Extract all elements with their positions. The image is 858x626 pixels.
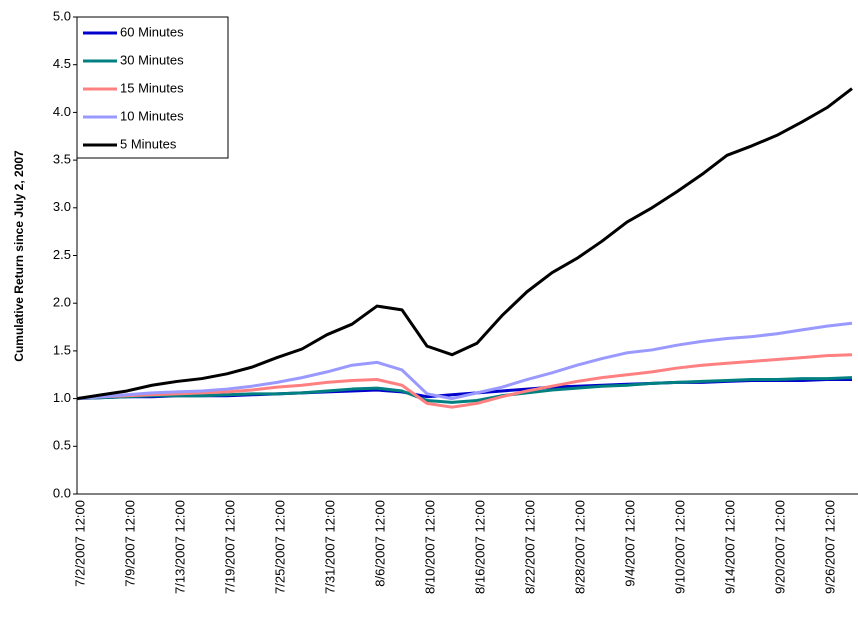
x-tick-label: 7/13/2007 12:00 [172, 500, 187, 594]
x-tick-label: 9/20/2007 12:00 [772, 500, 787, 594]
x-tick-label: 8/22/2007 12:00 [522, 500, 537, 594]
x-tick-label: 7/31/2007 12:00 [322, 500, 337, 594]
y-tick-label: 0.0 [53, 485, 71, 500]
x-tick-label: 9/14/2007 12:00 [722, 500, 737, 594]
x-tick-label: 8/6/2007 12:00 [372, 500, 387, 587]
x-tick-label: 8/28/2007 12:00 [572, 500, 587, 594]
y-tick-label: 2.5 [53, 247, 71, 262]
y-tick-label: 2.0 [53, 295, 71, 310]
x-tick-label: 7/25/2007 12:00 [272, 500, 287, 594]
series-line [76, 376, 853, 404]
x-tick-label: 7/9/2007 12:00 [122, 500, 137, 587]
legend-label: 5 Minutes [120, 136, 177, 151]
series-line [76, 353, 853, 409]
y-tick-label: 1.5 [53, 342, 71, 357]
x-tick-label: 9/4/2007 12:00 [622, 500, 637, 587]
series-line [76, 321, 853, 401]
legend-label: 60 Minutes [120, 24, 184, 39]
series-line [76, 87, 853, 401]
x-tick-label: 7/2/2007 12:00 [72, 500, 87, 587]
x-tick-label: 8/10/2007 12:00 [422, 500, 437, 594]
legend-label: 30 Minutes [120, 52, 184, 67]
y-tick-label: 5.0 [53, 8, 71, 23]
x-tick-label: 7/19/2007 12:00 [222, 500, 237, 594]
x-tick-label: 9/26/2007 12:00 [822, 500, 837, 594]
legend: 60 Minutes 30 Minutes 15 Minutes 10 Minutes… [76, 16, 229, 159]
legend-label: 15 Minutes [120, 80, 184, 95]
y-axis-label: Cumulative Return since July 2, 2007 [12, 150, 26, 362]
y-tick-label: 3.0 [53, 199, 71, 214]
y-tick-label: 4.0 [53, 104, 71, 119]
y-tick-label: 3.5 [53, 152, 71, 167]
y-tick-label: 0.5 [53, 438, 71, 453]
legend-label: 10 Minutes [120, 108, 184, 123]
y-tick-label: 1.0 [53, 390, 71, 405]
x-tick-label: 9/10/2007 12:00 [672, 500, 687, 594]
y-tick-label: 4.5 [53, 56, 71, 71]
x-tick-label: 8/16/2007 12:00 [472, 500, 487, 594]
